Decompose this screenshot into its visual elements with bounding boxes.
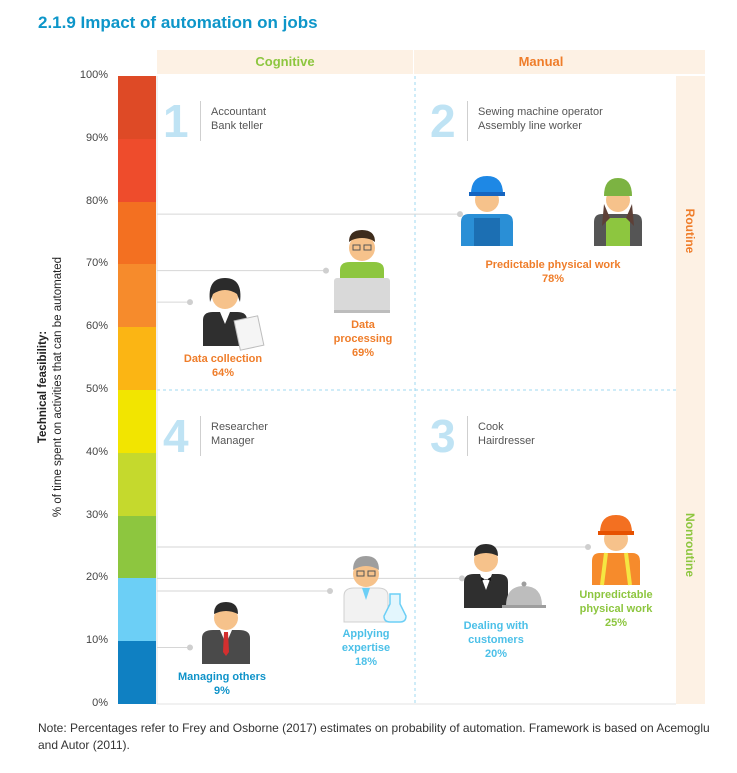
y-tick-label: 70%	[85, 257, 108, 270]
data-label-text: expertise	[341, 642, 391, 654]
data-label-text: Data	[351, 319, 375, 331]
color-scale-segment	[118, 201, 156, 265]
quadrant-1-number: 1	[163, 95, 189, 147]
quadrant-3-rule	[467, 416, 468, 456]
color-scale-segment	[118, 264, 156, 328]
quadrant-4-job-1: Researcher	[211, 421, 268, 433]
data-label-text: Managing others	[177, 671, 266, 683]
data-label-text: customers	[468, 634, 524, 646]
footnote: Note: Percentages refer to Frey and Osbo…	[38, 721, 710, 752]
data-label: Data processing 69%	[318, 318, 408, 360]
data-label: Managing others 9%	[162, 670, 282, 698]
y-tick-label: 30%	[85, 508, 108, 521]
quadrant-1-job-2: Bank teller	[211, 120, 263, 132]
y-tick-label: 0%	[92, 697, 108, 709]
row-header-bar	[676, 76, 705, 704]
data-label: Data collection 64%	[168, 352, 278, 380]
data-label: Unpredictable physical work 25%	[566, 588, 666, 630]
data-label-text: Predictable physical work	[485, 259, 621, 271]
quadrant-2-rule	[467, 101, 468, 141]
y-tick-label: 10%	[85, 634, 108, 647]
column-header-divider	[413, 50, 414, 74]
data-label-text: physical work	[579, 603, 653, 615]
quadrant-1-jobs: Accountant Bank teller	[211, 105, 266, 133]
data-label-text: Applying	[342, 628, 390, 640]
quadrant-1-rule	[200, 101, 201, 141]
data-processing-icon	[334, 230, 390, 313]
data-label-value: 78%	[541, 273, 565, 285]
data-point	[459, 575, 465, 582]
data-label: Applying expertise 18%	[316, 627, 416, 669]
quadrant-3-job-2: Hairdresser	[478, 435, 535, 447]
data-point	[457, 211, 463, 218]
data-label: Predictable physical work 78%	[468, 258, 638, 286]
data-label-value: 69%	[351, 347, 375, 359]
color-scale-segment	[118, 76, 156, 139]
data-point	[187, 299, 193, 306]
sewing-operator-icon	[594, 178, 642, 246]
manager-icon	[202, 602, 250, 664]
column-header-bar	[157, 50, 705, 74]
color-scale-segment	[118, 515, 156, 579]
quadrant-4-job-2: Manager	[211, 435, 255, 447]
data-label-value: 9%	[214, 685, 230, 697]
data-label-value: 20%	[484, 648, 508, 660]
data-label-text: Data collection	[183, 353, 263, 365]
data-point	[585, 544, 591, 550]
leader-lines	[157, 211, 591, 651]
quadrant-1-job-1: Accountant	[211, 106, 267, 118]
y-tick-label: 20%	[85, 571, 108, 584]
quadrant-3-jobs: Cook Hairdresser	[478, 420, 535, 448]
data-point	[323, 267, 329, 274]
worker-icon	[461, 176, 513, 246]
waiter-icon	[464, 544, 546, 608]
data-label-value: 25%	[604, 617, 628, 629]
data-label: Dealing with customers 20%	[446, 619, 546, 661]
y-tick-label: 90%	[85, 131, 108, 144]
data-label-text: Unpredictable	[579, 589, 653, 601]
color-scale-segment	[118, 327, 156, 390]
quadrant-2-number: 2	[430, 95, 456, 147]
color-scale-segment	[118, 138, 156, 202]
quadrant-2-job-1: Sewing machine operator	[478, 106, 603, 118]
quadrant-2-job-2: Assembly line worker	[478, 120, 582, 132]
column-header-cognitive: Cognitive	[255, 54, 315, 69]
quadrant-4-rule	[200, 416, 201, 456]
data-label-text: processing	[333, 333, 393, 345]
column-header-manual: Manual	[518, 54, 564, 69]
construction-worker-icon	[592, 515, 640, 586]
y-tick-label: 50%	[85, 383, 108, 395]
y-tick-label: 100%	[79, 69, 108, 81]
quadrant-2-jobs: Sewing machine operator Assembly line wo…	[478, 105, 603, 133]
color-scale-segment	[118, 641, 156, 704]
color-scale-segment	[118, 452, 156, 516]
color-scale-segment	[118, 578, 156, 642]
quadrant-3-number: 3	[430, 410, 456, 462]
chart-title: 2.1.9 Impact of automation on jobs	[38, 13, 318, 32]
data-collection-icon	[203, 278, 265, 351]
data-label-value: 64%	[211, 367, 235, 379]
scientist-icon	[343, 556, 407, 623]
y-tick-label: 40%	[85, 445, 108, 458]
data-point	[327, 587, 333, 594]
y-tick-label: 80%	[85, 194, 108, 207]
quadrant-4-number: 4	[163, 410, 189, 462]
data-label-value: 18%	[354, 656, 378, 668]
chart-plot	[156, 76, 676, 705]
data-label-text: Dealing with	[463, 620, 529, 632]
color-scale-segment	[118, 390, 156, 453]
quadrant-3-job-1: Cook	[478, 421, 504, 433]
data-point	[187, 644, 193, 651]
quadrant-4-jobs: Researcher Manager	[211, 420, 268, 448]
y-tick-label: 60%	[85, 320, 108, 333]
